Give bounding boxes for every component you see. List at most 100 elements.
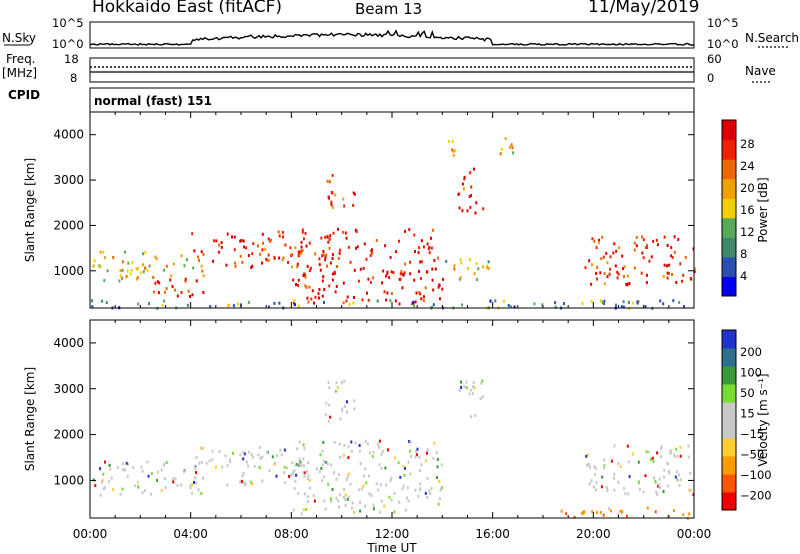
rti-cell bbox=[239, 254, 242, 258]
rti-cell bbox=[662, 302, 665, 306]
rti-cell bbox=[615, 303, 617, 307]
rti-cell bbox=[292, 278, 295, 282]
rti-cell bbox=[194, 476, 196, 480]
rti-cell bbox=[322, 250, 325, 253]
rti-cell bbox=[475, 262, 478, 266]
rti-cell bbox=[430, 487, 433, 491]
rti-cell bbox=[291, 470, 294, 474]
rti-cell bbox=[342, 496, 345, 499]
rti-cell bbox=[339, 493, 342, 497]
rti-cell bbox=[349, 482, 352, 486]
rti-cell bbox=[533, 302, 536, 306]
rti-cell bbox=[239, 480, 242, 484]
rti-cell bbox=[361, 298, 364, 302]
rti-cell bbox=[460, 261, 463, 265]
rti-cell bbox=[487, 260, 490, 264]
rti-cell bbox=[673, 250, 676, 254]
rti-cell bbox=[314, 252, 317, 256]
rti-cell bbox=[300, 251, 303, 255]
rti-cell bbox=[296, 447, 299, 451]
rti-cell bbox=[161, 303, 164, 307]
rti-cell bbox=[390, 498, 393, 502]
freq-label: Freq. bbox=[6, 52, 36, 66]
rti-cell bbox=[323, 475, 326, 479]
rti-cell bbox=[326, 264, 328, 268]
rti-cell bbox=[143, 489, 146, 493]
x-tick-label: 08:00 bbox=[274, 527, 309, 541]
rti-cell bbox=[422, 295, 425, 299]
rti-cell bbox=[380, 499, 383, 503]
rti-cell bbox=[163, 299, 166, 303]
velocity-colorbar-tick: −100 bbox=[740, 468, 772, 482]
rti-cell bbox=[687, 455, 690, 459]
rti-cell bbox=[321, 254, 324, 258]
rti-cell bbox=[251, 264, 254, 268]
rti-cell bbox=[346, 410, 348, 414]
rti-cell bbox=[262, 241, 264, 245]
rti-cell bbox=[395, 250, 398, 254]
rti-cell bbox=[336, 265, 338, 268]
rti-cell bbox=[174, 476, 177, 480]
rti-cell bbox=[122, 468, 125, 472]
rti-cell bbox=[293, 469, 296, 472]
rti-cell bbox=[328, 386, 331, 390]
rti-cell bbox=[383, 290, 386, 294]
rti-cell bbox=[386, 270, 389, 274]
rti-cell bbox=[390, 476, 393, 480]
rti-cell bbox=[470, 415, 473, 419]
rti-cell bbox=[459, 388, 461, 392]
rti-cell bbox=[640, 271, 643, 275]
rti-cell bbox=[264, 247, 267, 251]
rti-cell bbox=[389, 299, 392, 303]
rti-cell bbox=[626, 444, 629, 448]
rti-cell bbox=[415, 453, 418, 457]
rti-cell bbox=[447, 139, 450, 143]
rti-cell bbox=[650, 457, 652, 461]
rti-cell bbox=[613, 488, 616, 492]
y-tick-label: 4000 bbox=[53, 128, 84, 142]
rti-cell bbox=[479, 397, 482, 400]
rti-cell bbox=[409, 272, 412, 276]
rti-cell bbox=[656, 243, 659, 247]
rti-cell bbox=[331, 253, 334, 257]
rti-cell bbox=[300, 245, 303, 249]
rti-cell bbox=[654, 510, 657, 514]
rti-cell bbox=[594, 488, 597, 492]
rti-cell bbox=[171, 285, 174, 288]
rti-cell bbox=[352, 191, 355, 195]
rti-cell bbox=[398, 500, 401, 504]
rti-cell bbox=[678, 473, 681, 477]
rti-cell bbox=[428, 251, 431, 255]
rti-cell bbox=[333, 471, 335, 475]
rti-cell bbox=[612, 251, 615, 255]
velocity-colorbar-tick: −15 bbox=[740, 427, 764, 441]
rti-cell bbox=[414, 455, 417, 459]
rti-cell bbox=[424, 286, 427, 290]
power-colorbar-tick: 16 bbox=[740, 203, 755, 217]
rti-cell bbox=[346, 295, 349, 299]
rti-cell bbox=[405, 496, 408, 500]
rti-cell bbox=[353, 407, 356, 411]
rti-cell bbox=[318, 288, 321, 291]
rti-cell bbox=[417, 251, 420, 255]
rti-cell bbox=[275, 474, 278, 478]
rti-cell bbox=[617, 512, 620, 516]
rti-cell bbox=[465, 386, 468, 390]
rti-cell bbox=[318, 263, 321, 267]
rti-cell bbox=[432, 456, 435, 460]
rti-cell bbox=[676, 454, 679, 458]
rti-cell bbox=[426, 242, 429, 246]
rti-cell bbox=[430, 305, 433, 309]
rti-cell bbox=[663, 263, 666, 267]
rti-cell bbox=[359, 267, 362, 271]
rti-cell bbox=[489, 299, 492, 303]
rti-cell bbox=[104, 256, 106, 260]
rti-cell bbox=[399, 277, 402, 281]
rti-cell bbox=[331, 278, 334, 282]
rti-cell bbox=[590, 479, 593, 483]
rti-cell bbox=[292, 508, 295, 512]
rti-cell bbox=[652, 239, 655, 243]
rti-cell bbox=[98, 264, 101, 268]
rti-cell bbox=[633, 241, 636, 245]
rti-cell bbox=[622, 300, 625, 304]
